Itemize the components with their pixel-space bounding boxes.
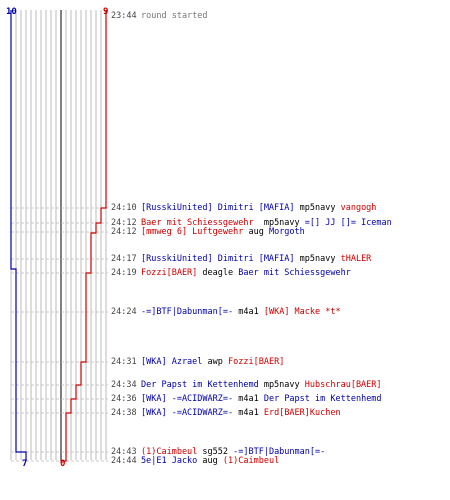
event-message: [RusskiUnited] Dimitri [MAFIA] mp5navy v… xyxy=(141,203,376,213)
event-message: -=]BTF|Dabunman[=- m4a1 [WKA] Macke *t* xyxy=(141,307,341,317)
event-time: 24:24 xyxy=(111,307,137,317)
status-text: round started xyxy=(141,11,208,21)
red-player-name: Fozzi[BAER] xyxy=(141,268,198,278)
event-guides xyxy=(11,207,108,462)
event-time: 24:12 xyxy=(111,227,137,237)
red-player-name: [WKA] Macke *t* xyxy=(263,307,341,317)
event-message: 5e|E1 Jacko aug (1)Caimbeul xyxy=(141,456,279,466)
red-team-alive-line xyxy=(60,10,107,462)
blue-player-name: [WKA] Azrael xyxy=(141,357,203,367)
blue-team-end-count: 7 xyxy=(22,459,28,469)
weapon-name: m4a1 xyxy=(233,307,264,317)
weapon-name: m4a1 xyxy=(233,408,264,418)
blue-player-name: =[] JJ []= Iceman xyxy=(304,218,392,228)
blue-player-name: -=]BTF|Dabunman[=- xyxy=(141,307,234,317)
blue-player-name: [RusskiUnited] Dimitri [MAFIA] xyxy=(141,203,295,213)
red-player-name: [mmweg 6] Luftgewehr xyxy=(141,227,244,237)
event-message: Fozzi[BAER] deagle Baer mit Schiessgeweh… xyxy=(141,268,351,278)
event-time: 24:31 xyxy=(111,357,137,367)
blue-player-name: -=]BTF|Dabunman[=- xyxy=(233,447,326,457)
weapon-name: mp5navy xyxy=(258,380,305,390)
red-team-end-count: 0 xyxy=(60,459,66,469)
event-time: 24:17 xyxy=(111,254,137,264)
event-time: 24:34 xyxy=(111,380,137,390)
red-player-name: (1)Caimbeul xyxy=(141,447,198,457)
red-player-name: Baer mit Schiessgewehr xyxy=(141,218,254,228)
weapon-name: sg552 xyxy=(197,447,234,457)
blue-player-name: Baer mit Schiessgewehr xyxy=(238,268,351,278)
event-message: [WKA] -=ACIDWARZ=- m4a1 Erd[BAER]Kuchen xyxy=(141,408,341,418)
event-message: round started xyxy=(141,11,208,21)
weapon-name: mp5navy xyxy=(294,203,341,213)
red-player-name: Fozzi[BAER] xyxy=(228,357,285,367)
blue-player-name: Der Papst im Kettenhemd xyxy=(263,394,382,404)
event-message: [mmweg 6] Luftgewehr aug Morgoth xyxy=(141,227,305,237)
event-message: [WKA] Azrael awp Fozzi[BAER] xyxy=(141,357,284,367)
event-time: 24:19 xyxy=(111,268,137,278)
weapon-name: aug xyxy=(197,456,223,466)
blue-team-alive-line xyxy=(10,10,27,460)
event-message: Baer mit Schiessgewehr mp5navy =[] JJ []… xyxy=(141,218,392,228)
event-message: [RusskiUnited] Dimitri [MAFIA] mp5navy t… xyxy=(141,254,371,264)
blue-player-name: [WKA] -=ACIDWARZ=- xyxy=(141,408,234,418)
event-time: 24:10 xyxy=(111,203,137,213)
red-player-name: (1)Caimbeul xyxy=(222,456,280,466)
red-player-name: Erd[BAER]Kuchen xyxy=(263,408,341,418)
weapon-name: mp5navy xyxy=(253,218,305,228)
event-message: [WKA] -=ACIDWARZ=- m4a1 Der Papst im Ket… xyxy=(141,394,382,404)
blue-player-name: [RusskiUnited] Dimitri [MAFIA] xyxy=(141,254,295,264)
event-time: 24:38 xyxy=(111,408,137,418)
weapon-name: mp5navy xyxy=(294,254,341,264)
blue-team-start-count: 10 xyxy=(6,7,17,17)
weapon-name: awp xyxy=(202,357,229,367)
red-player-name: Hubschrau[BAER] xyxy=(304,380,382,390)
blue-player-name: 5e|E1 Jacko xyxy=(141,456,198,466)
red-team-start-count: 9 xyxy=(103,7,109,17)
event-time: 24:36 xyxy=(111,394,137,404)
event-time: 24:44 xyxy=(111,456,137,466)
blue-player-name: Der Papst im Kettenhemd xyxy=(141,380,259,390)
blue-player-name: Morgoth xyxy=(268,227,305,237)
red-player-name: tHALER xyxy=(340,254,372,264)
event-message: Der Papst im Kettenhemd mp5navy Hubschra… xyxy=(141,380,382,390)
event-time: 24:43 xyxy=(111,447,137,457)
event-message: (1)Caimbeul sg552 -=]BTF|Dabunman[=- xyxy=(141,447,325,457)
weapon-name: aug xyxy=(243,227,269,237)
blue-player-name: [WKA] -=ACIDWARZ=- xyxy=(141,394,234,404)
weapon-name: m4a1 xyxy=(233,394,264,404)
red-player-name: vangogh xyxy=(340,203,377,213)
event-time: 23:44 xyxy=(111,11,137,21)
weapon-name: deagle xyxy=(197,268,239,278)
event-time: 24:12 xyxy=(111,218,137,228)
